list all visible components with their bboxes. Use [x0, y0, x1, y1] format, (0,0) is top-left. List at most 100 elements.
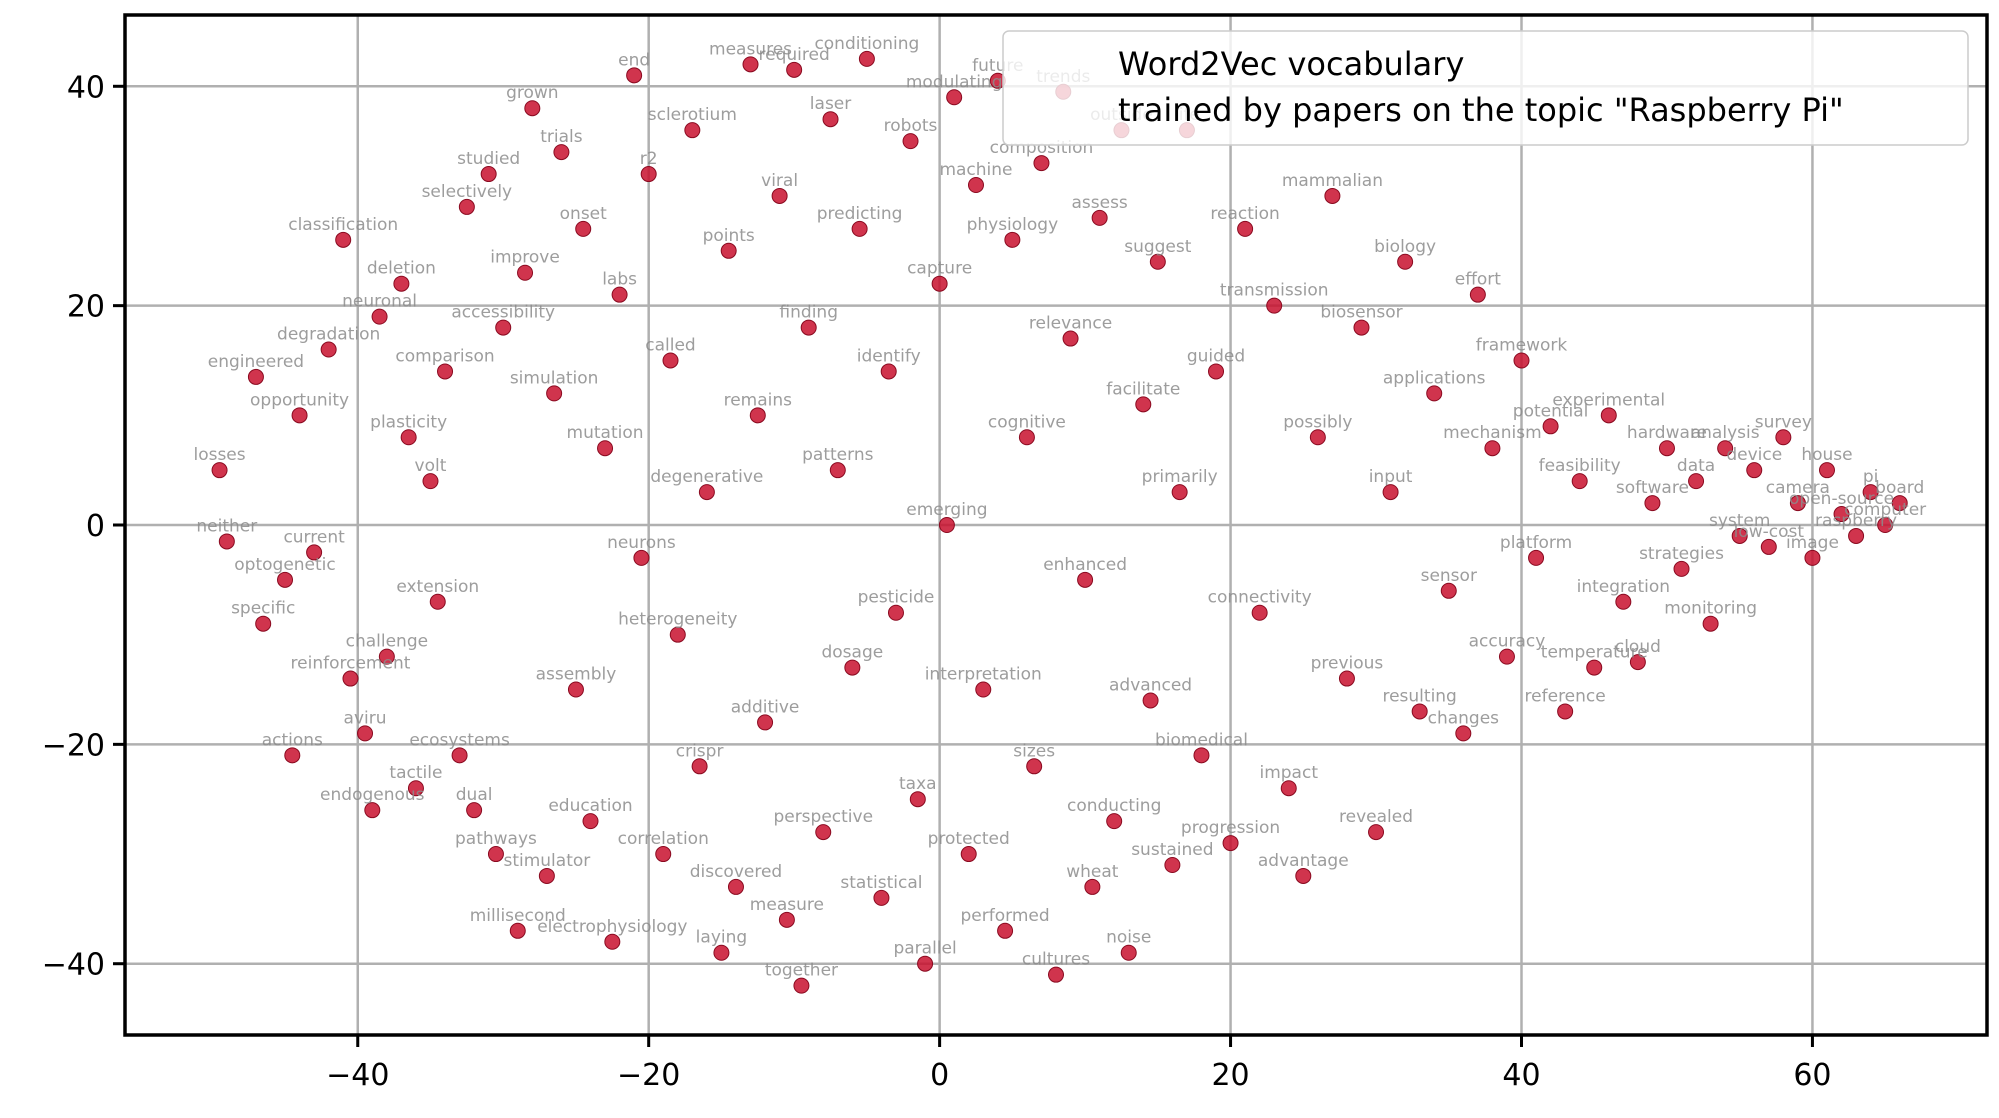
word-label: assembly: [536, 665, 617, 685]
data-point: [887, 604, 904, 621]
word-label: cloud: [1615, 637, 1661, 657]
word-label: physiology: [967, 215, 1059, 235]
word-label: board: [1875, 478, 1924, 498]
word-label: extension: [396, 577, 479, 597]
data-point: [844, 659, 861, 676]
data-point: [538, 867, 555, 884]
data-point: [1018, 429, 1035, 446]
word-label: deletion: [367, 259, 436, 279]
word-label: biology: [1374, 237, 1436, 257]
word-label: millisecond: [470, 906, 566, 926]
word-label: protected: [928, 829, 1010, 849]
data-point: [655, 846, 672, 863]
data-point: [858, 50, 875, 67]
data-point: [1775, 429, 1792, 446]
word-label: low-cost: [1734, 522, 1805, 542]
word-label: sizes: [1013, 741, 1055, 761]
data-point: [277, 571, 294, 588]
word-label: laying: [696, 928, 748, 948]
data-point: [975, 681, 992, 698]
data-point: [997, 922, 1014, 939]
data-point: [1513, 352, 1530, 369]
data-point: [1848, 527, 1865, 544]
data-point: [1142, 692, 1159, 709]
data-point: [626, 67, 643, 84]
data-point: [684, 122, 701, 139]
data-point: [1833, 506, 1850, 523]
data-point: [1528, 549, 1545, 566]
data-point: [771, 187, 788, 204]
data-point: [509, 922, 526, 939]
word-label: facilitate: [1106, 379, 1180, 399]
data-point: [1077, 571, 1094, 588]
word-label: cognitive: [988, 412, 1066, 432]
data-point: [1440, 582, 1457, 599]
data-point: [371, 308, 388, 325]
data-point: [1673, 560, 1690, 577]
word-label: strategies: [1639, 544, 1724, 564]
word-label: plasticity: [370, 412, 447, 432]
data-point: [437, 363, 454, 380]
word-label: neither: [196, 516, 257, 536]
data-point: [1193, 747, 1210, 764]
x-tick-label: −20: [617, 1058, 680, 1093]
data-point: [1557, 703, 1574, 720]
data-point: [851, 220, 868, 237]
data-point: [873, 889, 890, 906]
legend-line-2: trained by papers on the topic "Raspberr…: [1118, 91, 1844, 129]
data-point: [1382, 484, 1399, 501]
legend-line-1: Word2Vec vocabulary: [1118, 45, 1464, 83]
word-label: dosage: [821, 643, 883, 663]
word-label: measures: [709, 39, 792, 59]
word-label: system: [1709, 511, 1770, 531]
data-point: [1106, 813, 1123, 830]
data-point: [1600, 407, 1617, 424]
data-point: [720, 242, 737, 259]
word-label: analysis: [1691, 423, 1760, 443]
word-label: additive: [731, 697, 800, 717]
data-point: [757, 714, 774, 731]
word-label: studied: [457, 149, 520, 169]
data-point: [1091, 209, 1108, 226]
word-label: impact: [1259, 763, 1318, 783]
word-label: pesticide: [858, 588, 935, 608]
word-label: statistical: [840, 873, 922, 893]
word-label: cultures: [1022, 950, 1090, 970]
data-point: [1702, 615, 1719, 632]
word-label: advanced: [1109, 675, 1192, 695]
word-label: neurons: [607, 533, 676, 553]
word-label: framework: [1476, 335, 1568, 355]
word-label: identify: [857, 346, 921, 366]
data-point: [1688, 473, 1705, 490]
word-labels-layer: losses neither engineered specific optogenet…: [193, 34, 1926, 981]
y-tick-label: −40: [42, 948, 105, 983]
word-label: biosensor: [1320, 303, 1402, 323]
word-label: pi: [1863, 467, 1879, 487]
word-label: losses: [193, 445, 245, 465]
word-label: resulting: [1382, 686, 1456, 706]
word-label: dual: [456, 785, 493, 805]
data-point: [1586, 659, 1603, 676]
data-point: [1818, 462, 1835, 479]
data-point: [662, 352, 679, 369]
word-label: device: [1726, 445, 1782, 465]
data-point: [495, 319, 512, 336]
data-point: [1295, 867, 1312, 884]
word-label: aviru: [344, 708, 387, 728]
word-label: performed: [961, 906, 1050, 926]
word-label: camera: [1766, 478, 1830, 498]
word-label: viral: [761, 171, 798, 191]
word-label: endogenous: [320, 785, 425, 805]
data-point: [1746, 462, 1763, 479]
data-point: [1062, 330, 1079, 347]
points-layer: [211, 50, 1908, 994]
data-point: [902, 133, 919, 150]
word-label: classification: [288, 215, 398, 235]
data-point: [1731, 527, 1748, 544]
data-point: [669, 626, 686, 643]
word-label: experimental: [1552, 390, 1665, 410]
data-point: [633, 549, 650, 566]
word-label: advantage: [1258, 851, 1349, 871]
data-point: [1891, 495, 1908, 512]
data-point: [800, 319, 817, 336]
